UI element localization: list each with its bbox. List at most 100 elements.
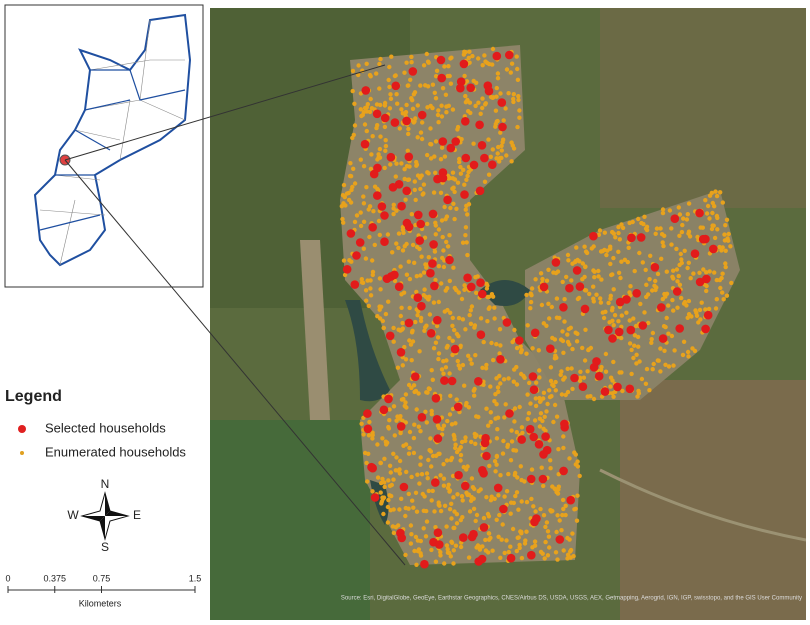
- household-dot: [384, 394, 393, 404]
- household-dot: [455, 358, 460, 364]
- household-dot: [506, 471, 511, 477]
- household-dot: [676, 273, 681, 279]
- household-dot: [514, 490, 520, 495]
- household-dot: [632, 268, 637, 274]
- household-dot: [397, 126, 402, 131]
- household-dot: [403, 513, 408, 519]
- household-dot: [495, 118, 500, 124]
- household-dot: [653, 278, 658, 284]
- household-dot: [633, 323, 639, 329]
- household-dot: [453, 442, 458, 447]
- household-dot: [418, 553, 424, 558]
- household-dot: [473, 103, 478, 109]
- household-dot: [441, 248, 446, 253]
- household-dot: [415, 236, 425, 245]
- household-dot: [479, 469, 488, 478]
- household-dot: [359, 280, 365, 285]
- household-dot: [498, 122, 507, 132]
- household-dot: [548, 466, 553, 471]
- household-dot: [575, 331, 580, 336]
- household-dot: [387, 418, 392, 423]
- household-dot: [458, 164, 463, 170]
- household-dot: [404, 102, 409, 108]
- household-dot: [392, 73, 398, 79]
- household-dot: [427, 386, 432, 392]
- household-dot: [474, 512, 480, 518]
- household-dot: [400, 248, 406, 253]
- household-dot: [416, 391, 421, 396]
- household-dot: [672, 348, 677, 353]
- household-dot: [506, 91, 511, 96]
- household-dot: [446, 143, 456, 153]
- household-dot: [553, 550, 559, 555]
- household-dot: [410, 106, 416, 112]
- household-dot: [398, 414, 403, 419]
- household-dot: [370, 269, 376, 275]
- household-dot: [450, 315, 455, 321]
- household-dot: [591, 284, 596, 289]
- household-dot: [383, 311, 389, 317]
- household-dot: [664, 315, 669, 321]
- household-dot: [378, 56, 383, 62]
- household-dot: [574, 518, 580, 523]
- household-dot: [431, 394, 441, 403]
- household-dot: [433, 525, 438, 530]
- household-dot: [414, 509, 420, 514]
- household-dot: [561, 445, 566, 451]
- household-dot: [514, 345, 520, 351]
- household-dot: [548, 458, 553, 463]
- household-dot: [516, 94, 521, 99]
- household-dot: [358, 210, 363, 215]
- household-dot: [391, 81, 401, 91]
- household-dot: [657, 303, 666, 312]
- household-dot: [350, 68, 356, 74]
- household-dot: [594, 292, 599, 297]
- household-dot: [441, 476, 447, 481]
- household-dot: [529, 496, 534, 502]
- household-dot: [429, 412, 434, 417]
- household-dot: [352, 181, 358, 186]
- household-dot: [385, 520, 391, 525]
- household-dot: [397, 467, 402, 472]
- household-dot: [550, 508, 555, 514]
- household-dot: [370, 493, 380, 502]
- household-dot: [638, 301, 643, 307]
- household-dot: [393, 525, 399, 530]
- household-dot: [484, 406, 489, 411]
- household-dot: [506, 376, 511, 381]
- household-dot: [447, 73, 452, 79]
- household-dot: [406, 506, 411, 511]
- household-dot: [561, 377, 566, 382]
- household-dot: [388, 92, 393, 97]
- household-dot: [460, 190, 469, 199]
- household-dot: [596, 274, 601, 279]
- household-dot: [405, 177, 411, 182]
- household-dot: [565, 556, 570, 561]
- household-dot: [359, 277, 364, 282]
- household-dot: [720, 290, 725, 295]
- household-dot: [400, 418, 405, 423]
- household-dot: [512, 472, 518, 478]
- household-dot: [433, 340, 439, 345]
- household-dot: [475, 120, 484, 130]
- household-dot: [445, 343, 450, 349]
- household-dot: [381, 325, 386, 331]
- household-dot: [671, 276, 676, 281]
- household-dot: [643, 381, 649, 386]
- household-dot: [585, 369, 590, 374]
- household-dot: [562, 297, 567, 302]
- household-dot: [452, 216, 457, 222]
- household-dot: [636, 233, 646, 242]
- country-outline: [33, 13, 192, 267]
- household-dot: [717, 244, 722, 250]
- household-dot: [508, 458, 514, 463]
- household-dot: [600, 387, 610, 396]
- household-dot: [611, 359, 616, 365]
- household-dot: [610, 318, 615, 323]
- household-dot: [431, 300, 437, 305]
- household-dot: [453, 543, 459, 548]
- household-dot: [644, 282, 649, 287]
- household-dot: [363, 409, 372, 418]
- household-dot: [566, 326, 571, 332]
- household-dot: [493, 469, 498, 474]
